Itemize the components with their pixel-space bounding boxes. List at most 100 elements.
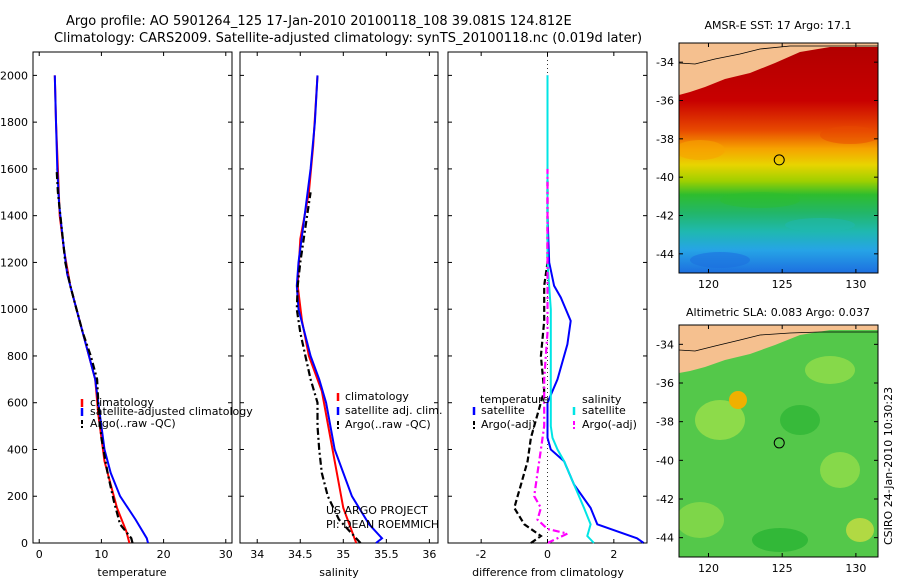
y-tick-label: -44 [656,248,674,261]
difference-series [513,52,645,544]
series-climatology-line [296,75,358,544]
x-tick-label: 0 [36,548,43,561]
temperature-panel: 0 10 20 30 0 200 400 600 800 1000 1200 1400 1600 1800… [0,51,253,579]
x-tick-label: 130 [845,562,866,575]
temperature-series [53,75,149,544]
y-tick-label: 2000 [0,69,28,82]
legend-salinity-satellite: satellite [582,404,626,417]
x-tick-label: 20 [157,548,171,561]
figure-title-line1: Argo profile: AO 5901264_125 17-Jan-2010… [66,14,572,29]
temperature-legend: climatology satellite-adjusted climatolo… [80,396,253,430]
series-argo-raw-qc-line [295,192,362,544]
temperature-xlabel: temperature [97,566,166,579]
y-tick-label: 1800 [0,116,28,129]
x-tick-label: -2 [476,548,487,561]
y-tick-label: -42 [656,210,674,223]
sla-map-title: Altimetric SLA: 0.083 Argo: 0.037 [686,306,870,319]
series-temperature-satellite-line [546,75,645,544]
sla-argo-marker [773,437,785,449]
temperature-ticks: 0 10 20 30 0 200 400 600 800 1000 1200 1400 1600 1800… [0,52,233,561]
salinity-xlabel: salinity [319,566,359,579]
sla-ticks: 120 125 130 -34 -36 -38 -40 -42 -44 [656,325,878,575]
x-tick-label: 130 [845,278,866,291]
y-tick-label: -40 [656,171,674,184]
figure-title-line2: Climatology: CARS2009. Satellite-adjuste… [54,31,642,46]
sst-argo-marker [773,154,785,166]
series-salinity-satellite-line [546,75,595,544]
sla-land [679,325,878,373]
difference-ticks: -2 0 2 [448,52,647,561]
legend-argo: Argo(..raw -QC) [90,417,176,430]
y-tick-label: -34 [656,56,674,69]
series-temperature-argo-adj-line [513,180,549,544]
x-tick-label: 30 [219,548,233,561]
difference-legend: temperature satellite Argo(-adj) salinit… [472,393,637,431]
sla-coastline [679,331,878,352]
y-tick-label: 400 [7,443,28,456]
sst-axes-box [678,42,879,274]
legend-climatology: climatology [345,390,409,403]
y-tick-label: 200 [7,490,28,503]
y-tick-label: -38 [656,416,674,429]
legend-header-temperature: temperature [480,393,549,406]
legend-salinity-argo: Argo(-adj) [582,418,637,431]
legend-argo: Argo(..raw -QC) [345,418,431,431]
x-tick-label: 34 [250,548,264,561]
pi-label: PI: DEAN ROEMMICH [326,518,439,531]
series-satellite-adj-clim-line [295,75,384,544]
temperature-axes-box [32,51,233,544]
salinity-ticks: 34 34.5 35 35.5 36 [240,52,438,561]
legend-climatology: climatology [90,396,154,409]
y-tick-label: -44 [656,532,674,545]
x-tick-label: 125 [772,278,793,291]
sst-map-title: AMSR-E SST: 17 Argo: 17.1 [704,19,851,32]
sst-ticks: 120 125 130 -34 -36 -38 -40 -42 -44 [656,43,878,291]
y-tick-label: -36 [656,377,674,390]
y-tick-label: 0 [21,537,28,550]
difference-panel: -2 0 2 difference from climatology tempera… [447,51,648,579]
y-tick-label: 1000 [0,303,28,316]
legend-satellite-adj-clim: satellite adj. clim. [345,404,442,417]
y-tick-label: 1600 [0,163,28,176]
difference-xlabel: difference from climatology [472,566,624,579]
sla-axes-box [678,324,879,558]
salinity-panel: 34 34.5 35 35.5 36 salinity climatology sate… [239,51,442,579]
legend-temperature-satellite: satellite [481,404,525,417]
legend-satellite-adjusted: satellite-adjusted climatology [90,405,253,418]
series-argo-raw-qc-line [55,168,134,544]
x-tick-label: 120 [698,562,719,575]
y-tick-label: -42 [656,493,674,506]
sla-map-panel: Altimetric SLA: 0.083 Argo: 0.037 120 125… [656,306,879,575]
x-tick-label: 35 [336,548,350,561]
y-tick-label: -38 [656,133,674,146]
sst-coastline [679,45,878,65]
x-tick-label: 34.5 [288,548,313,561]
series-climatology-line [53,75,131,544]
project-label: US ARGO PROJECT [326,504,428,517]
creation-stamp: CSIRO 24-Jan-2010 10:30:23 [882,387,895,545]
x-tick-label: 10 [94,548,108,561]
series-salinity-argo-adj-line [533,168,571,544]
legend-header-salinity: salinity [582,393,622,406]
y-tick-label: 600 [7,397,28,410]
sla-texture [679,356,874,552]
x-tick-label: 0 [544,548,551,561]
series-satellite-adjusted-climatology-line [53,75,149,544]
y-tick-label: -40 [656,454,674,467]
x-tick-label: 35.5 [374,548,399,561]
salinity-axes-box [239,51,439,544]
y-tick-label: -36 [656,95,674,108]
x-tick-label: 120 [698,278,719,291]
sst-map-panel: AMSR-E SST: 17 Argo: 17.1 120 125 130 -34 -3… [656,19,879,291]
x-tick-label: 125 [772,562,793,575]
y-tick-label: 800 [7,350,28,363]
y-tick-label: 1200 [0,256,28,269]
y-tick-label: -34 [656,338,674,351]
y-tick-label: 1400 [0,210,28,223]
x-tick-label: 36 [422,548,436,561]
salinity-legend: climatology satellite adj. clim. Argo(..… [336,390,442,431]
salinity-series [295,75,384,544]
legend-temperature-argo: Argo(-adj) [481,418,536,431]
x-tick-label: 2 [610,548,617,561]
